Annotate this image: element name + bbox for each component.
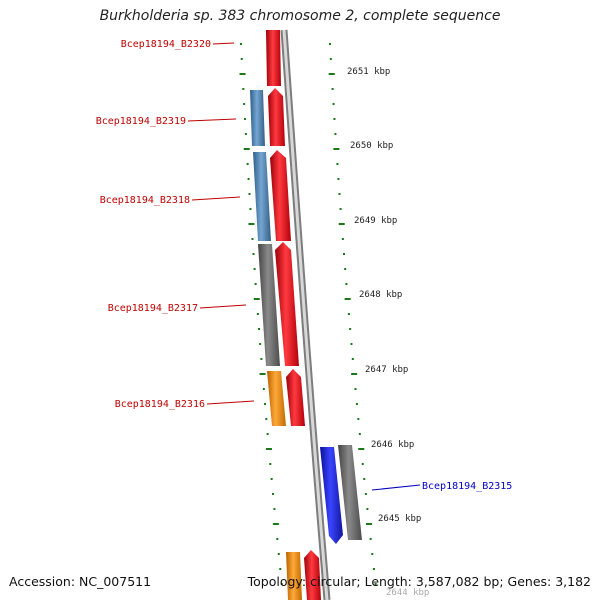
leader-B2316 bbox=[206, 400, 255, 405]
scale-label-2648: 2648 kbp bbox=[359, 290, 402, 300]
gene-B2318-arrow bbox=[270, 150, 291, 241]
gene-label-B2320: Bcep18194_B2320 bbox=[121, 39, 211, 50]
gene-bottom-red-arrow bbox=[304, 550, 321, 600]
gene-label-B2316: Bcep18194_B2316 bbox=[115, 399, 205, 410]
scale-label-2650: 2650 kbp bbox=[350, 141, 393, 151]
inner-tick-marks bbox=[239, 43, 283, 585]
gene-B2317-operon-box bbox=[258, 244, 280, 366]
scale-label-2645: 2645 kbp bbox=[378, 514, 421, 524]
leader-B2320 bbox=[212, 42, 235, 45]
gene-label-B2318: Bcep18194_B2318 bbox=[100, 195, 190, 206]
gene-label-B2317: Bcep18194_B2317 bbox=[108, 303, 198, 314]
scale-label-2644: 2644 kbp bbox=[386, 588, 429, 598]
gene-B2320-arrow bbox=[266, 30, 281, 86]
gene-B2315-operon-box bbox=[338, 445, 362, 540]
leader-B2318 bbox=[191, 196, 241, 201]
gene-B2319-operon-box bbox=[250, 90, 265, 146]
gene-B2315-arrow bbox=[320, 447, 343, 544]
scale-label-2646: 2646 kbp bbox=[371, 440, 414, 450]
scale-label-2651: 2651 kbp bbox=[347, 67, 390, 77]
map-title: Burkholderia sp. 383 chromosome 2, compl… bbox=[99, 8, 501, 24]
accession-label: Accession: NC_007511 bbox=[9, 574, 152, 589]
gene-label-B2315: Bcep18194_B2315 bbox=[422, 481, 512, 492]
gene-B2316-operon-box bbox=[267, 371, 286, 426]
topology-summary: Topology: circular; Length: 3,587,082 bp… bbox=[247, 574, 591, 589]
outer-tick-marks bbox=[328, 43, 377, 585]
gene-B2318-operon-box bbox=[253, 152, 271, 241]
leader-B2319 bbox=[187, 118, 237, 122]
gene-bottom-orange-box bbox=[286, 552, 302, 600]
leader-B2315 bbox=[371, 484, 421, 491]
gene-B2317-arrow bbox=[275, 242, 299, 366]
chromosome-backbone-highlight bbox=[282, 29, 329, 600]
gene-label-B2319: Bcep18194_B2319 bbox=[96, 116, 186, 127]
gene-B2316-arrow bbox=[286, 369, 305, 426]
scale-label-2649: 2649 kbp bbox=[354, 216, 397, 226]
leader-B2317 bbox=[199, 304, 247, 309]
scale-label-2647: 2647 kbp bbox=[365, 365, 408, 375]
gene-B2319-arrow bbox=[268, 88, 285, 146]
